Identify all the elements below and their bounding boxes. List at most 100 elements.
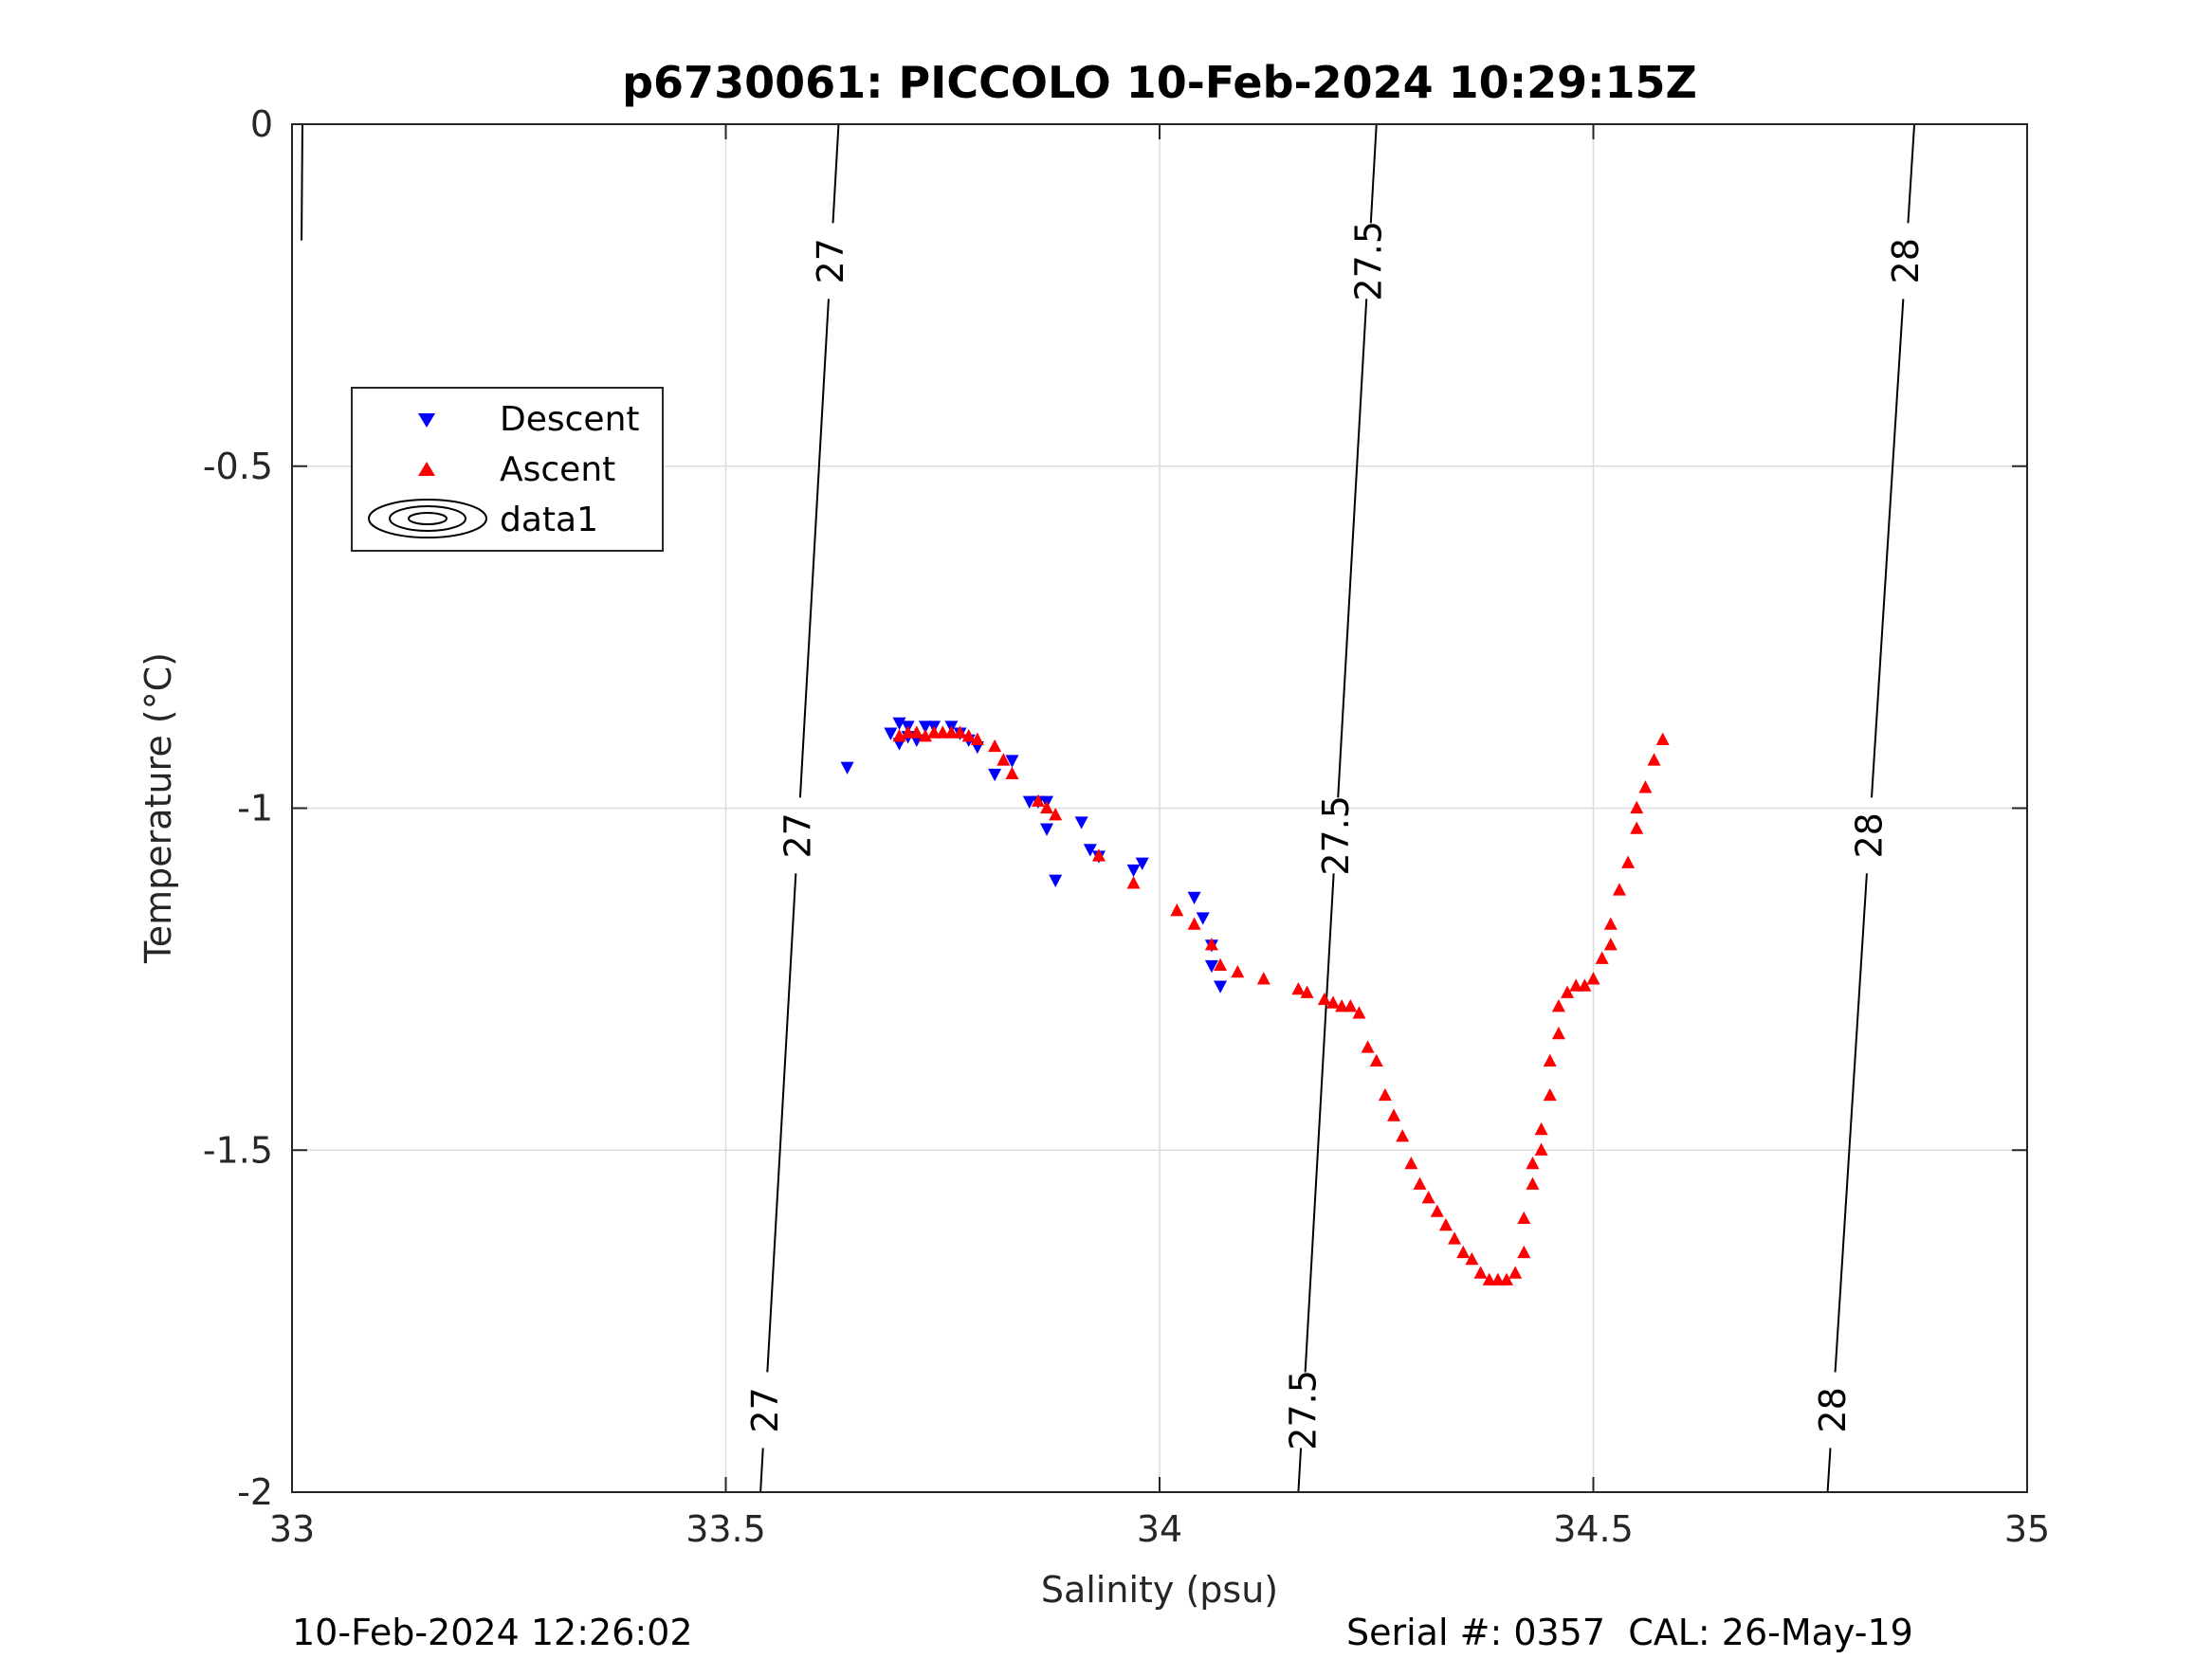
descent-point [988, 768, 1002, 782]
ascent-point [1517, 1245, 1531, 1259]
y-tick-label: -1.5 [203, 1129, 273, 1171]
descent-point [1049, 874, 1063, 887]
x-axis-label: Salinity (psu) [1041, 1569, 1278, 1611]
descent-point [884, 727, 898, 740]
descent-point [1196, 912, 1210, 925]
x-tick-label: 33 [269, 1508, 315, 1550]
ascent-point [901, 725, 915, 738]
y-axis-label: Temperature (°C) [137, 652, 179, 964]
ascent-point [1049, 808, 1063, 821]
density-contour-label: 27.5 [1315, 795, 1357, 876]
legend: Descent Ascent data1 [351, 387, 664, 552]
density-contour-line [1871, 299, 1905, 798]
x-tick-label: 35 [2004, 1508, 2050, 1550]
legend-box [351, 387, 664, 552]
density-contour-label: 27 [744, 1387, 786, 1432]
density-contour-label: 28 [1885, 238, 1927, 283]
ascent-point [1430, 1204, 1444, 1217]
density-contour-line [798, 299, 830, 798]
descent-point [1204, 959, 1218, 974]
ascent-point [936, 725, 950, 738]
ascent-point [1526, 1156, 1540, 1170]
ascent-point [1352, 1006, 1366, 1019]
ascent-point [1655, 732, 1670, 745]
ascent-point [1543, 1053, 1557, 1067]
ascent-point [1517, 1211, 1531, 1224]
chart-title: p6730061: PICCOLO 10-Feb-2024 10:29:15Z [622, 57, 1697, 108]
descent-point [1214, 980, 1228, 994]
density-contour-label: 28 [1848, 812, 1890, 858]
descent-point [918, 720, 932, 734]
footer-serial-cal: Serial #: 0357 CAL: 26-May-19 [1346, 1612, 1913, 1653]
ascent-point [988, 738, 1002, 753]
ascent-point [1231, 964, 1245, 978]
legend-ascent-marker [418, 462, 435, 476]
ascent-point [1561, 985, 1575, 998]
ascent-point [909, 725, 923, 738]
ascent-point [1621, 855, 1636, 868]
ascent-point [1534, 1142, 1548, 1156]
ascent-point [1551, 1026, 1565, 1040]
density-contour-label: 27 [777, 812, 819, 858]
y-tick-label: -2 [237, 1471, 273, 1513]
ascent-point [1361, 1040, 1375, 1053]
descent-point [892, 717, 906, 731]
ascent-point [1456, 1245, 1471, 1259]
ascent-point [1421, 1191, 1435, 1204]
ascent-point [953, 725, 967, 738]
footer-timestamp: 10-Feb-2024 12:26:02 [292, 1612, 693, 1653]
ascent-point [927, 725, 941, 738]
ascent-point [1291, 981, 1306, 995]
ascent-point [1490, 1272, 1505, 1285]
x-tick-label: 34.5 [1553, 1508, 1634, 1550]
data-points [840, 717, 1670, 1285]
density-contour-label: 27 [810, 238, 851, 283]
ascent-point [1586, 972, 1600, 985]
x-tick-label: 33.5 [686, 1508, 766, 1550]
ascent-point [1204, 938, 1218, 951]
descent-point [1074, 816, 1088, 830]
ascent-point [1500, 1272, 1513, 1285]
y-tick-label: 0 [250, 103, 273, 145]
ascent-point [1603, 938, 1618, 951]
ascent-point [892, 729, 906, 742]
ascent-point [1630, 821, 1644, 834]
ascent-point [918, 729, 932, 742]
ascent-point [1404, 1156, 1418, 1170]
ascent-point [1438, 1217, 1453, 1231]
descent-point [1135, 857, 1149, 870]
ascent-point [1647, 753, 1661, 766]
descent-point [1022, 795, 1036, 809]
density-contour-label: 27.5 [1348, 221, 1390, 301]
density-contour-label: 28 [1812, 1387, 1854, 1432]
ascent-point [944, 725, 959, 738]
ascent-point [1569, 978, 1583, 992]
ascent-point [1005, 766, 1019, 780]
ascent-point [1187, 917, 1201, 930]
density-contour-line [759, 1448, 764, 1493]
ascent-point [1473, 1266, 1488, 1279]
descent-point [1187, 891, 1201, 904]
density-contour-label: 27.5 [1282, 1370, 1324, 1450]
ascent-point [1551, 999, 1565, 1012]
ascent-point [1508, 1266, 1523, 1279]
ascent-point [1543, 1087, 1557, 1102]
density-contour-line [1826, 1448, 1832, 1493]
density-contour-line [1369, 123, 1378, 224]
ascent-point [1630, 800, 1644, 814]
density-contour-line [832, 123, 840, 224]
ascent-point [1326, 995, 1340, 1009]
descent-point [1040, 823, 1054, 836]
ascent-point [1091, 848, 1106, 862]
ascent-point [1595, 951, 1609, 964]
ascent-point [1603, 917, 1618, 930]
y-tick-label: -0.5 [203, 446, 273, 487]
density-contour-line [1297, 1448, 1303, 1493]
ascent-point [1344, 999, 1358, 1012]
descent-point [1083, 844, 1097, 857]
descent-point [1126, 864, 1141, 878]
ascent-point [1465, 1251, 1479, 1266]
ascent-point [1378, 1087, 1392, 1102]
density-contour-line [1337, 299, 1368, 798]
ascent-point [970, 732, 984, 745]
